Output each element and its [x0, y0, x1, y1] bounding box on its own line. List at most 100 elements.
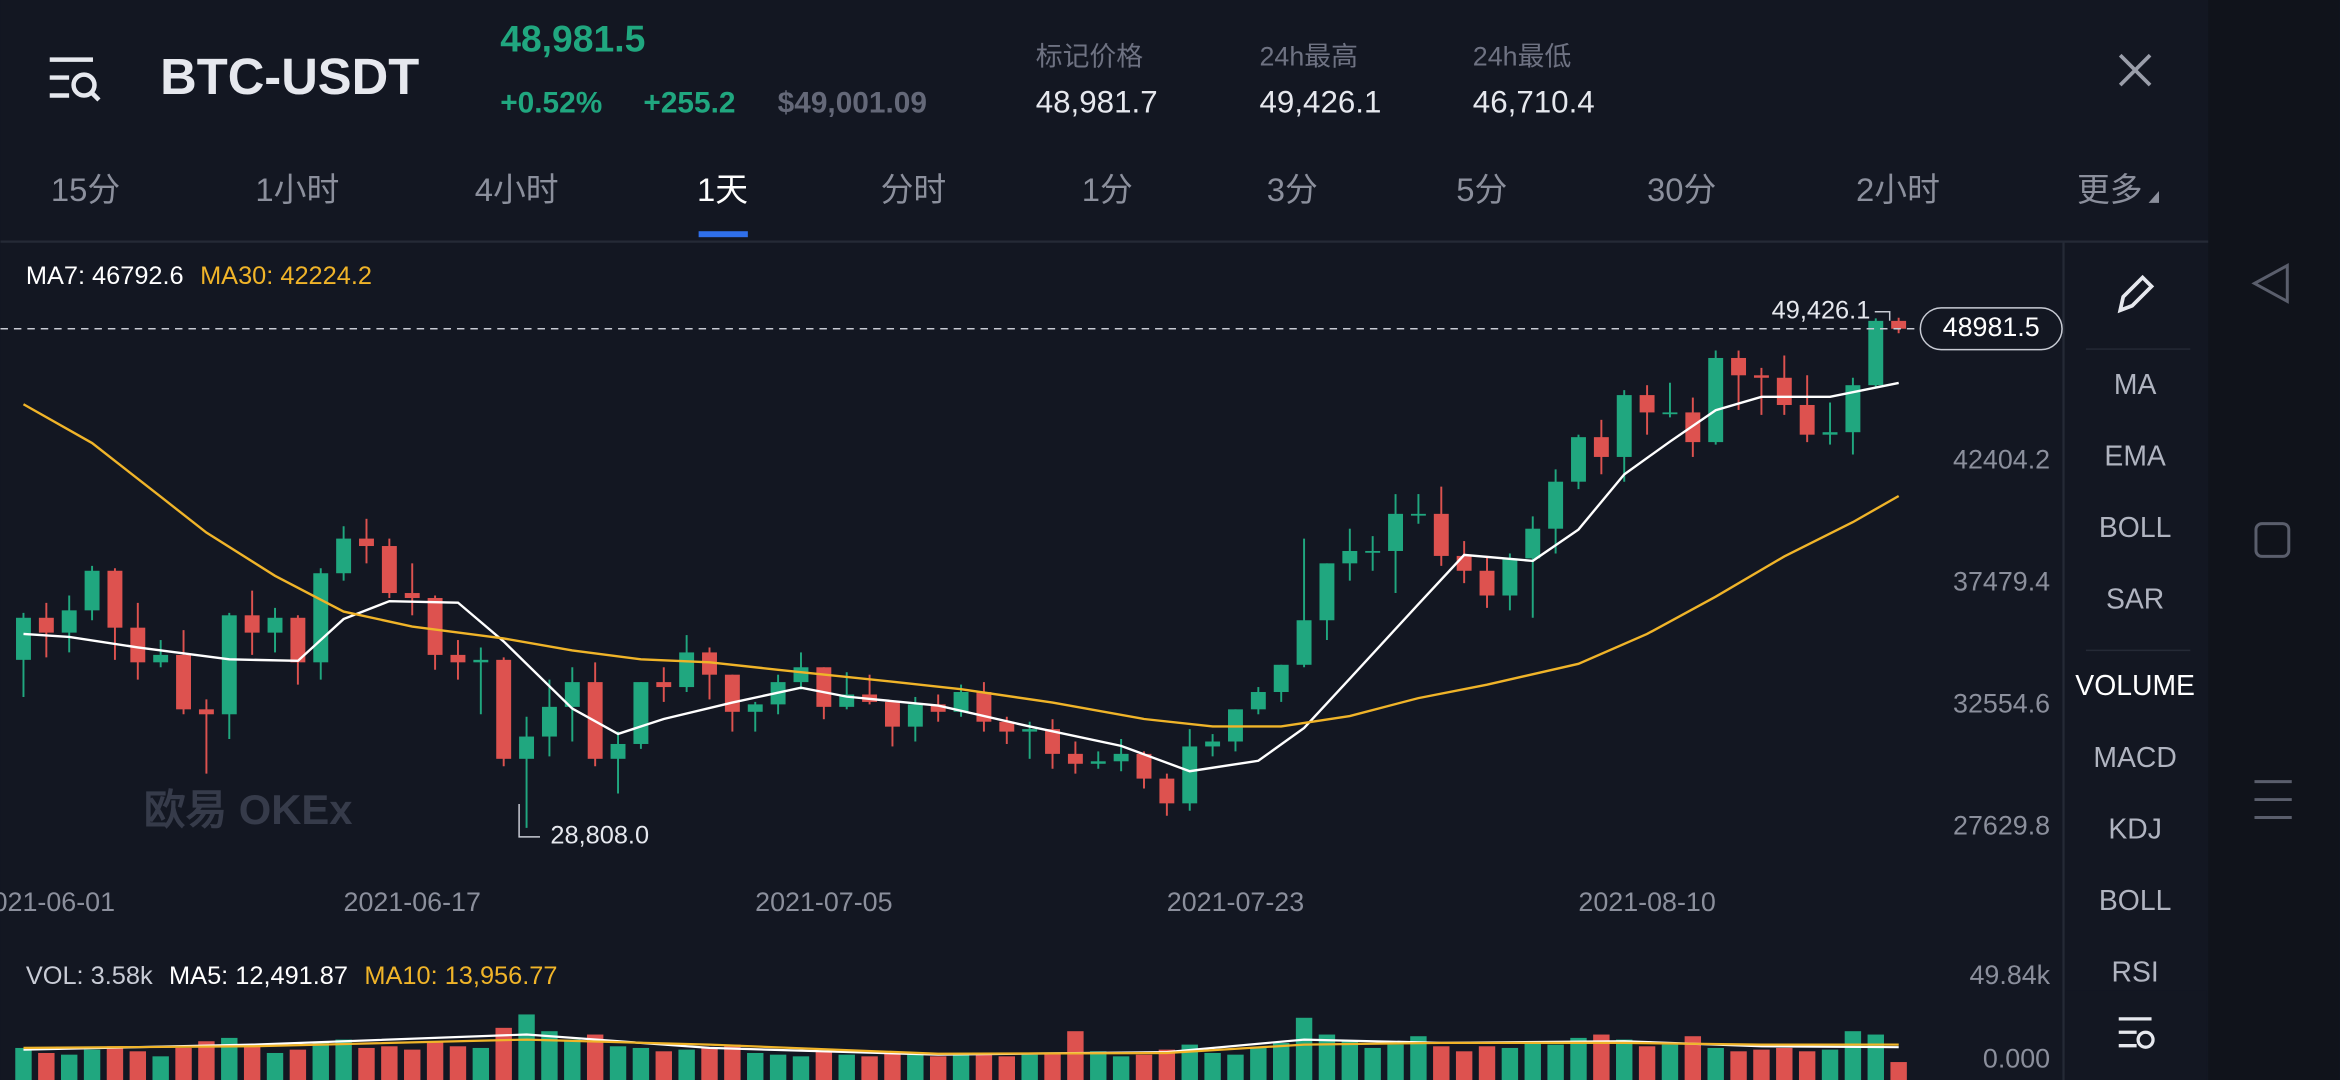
- indicator-option[interactable]: KDJ: [2108, 813, 2162, 845]
- timeframe-tab[interactable]: 15分: [51, 171, 120, 208]
- y-tick-label: 32554.6: [1953, 688, 2050, 718]
- back-button[interactable]: [2251, 263, 2289, 304]
- volume-bar: [1867, 1034, 1884, 1080]
- volume-bar: [1707, 1047, 1724, 1080]
- indicator-option[interactable]: SAR: [2106, 584, 2164, 616]
- volume-bar: [1844, 1031, 1862, 1080]
- candle-body: [793, 667, 809, 683]
- volume-bar: [1433, 1046, 1450, 1080]
- volume-bar: [1890, 1062, 1907, 1080]
- candle-body: [884, 701, 900, 727]
- volume-bar: [975, 1054, 993, 1080]
- volume-bar: [815, 1051, 833, 1080]
- volume-bar: [381, 1046, 398, 1080]
- change-percent: +0.52%: [500, 86, 602, 119]
- timeframe-tab[interactable]: 3分: [1267, 171, 1318, 208]
- candle-body: [61, 610, 77, 633]
- candle-body: [747, 704, 763, 712]
- candle-body: [1868, 320, 1884, 386]
- volume-bar: [564, 1039, 581, 1080]
- last-price-label: 48981.5: [1943, 312, 2040, 342]
- indicator-option[interactable]: MA: [2114, 369, 2157, 401]
- volume-bar: [1204, 1052, 1221, 1080]
- timeframe-tab[interactable]: 1分: [1082, 171, 1133, 208]
- y-tick-label: 37479.4: [1953, 567, 2050, 597]
- timeframe-tab[interactable]: 5分: [1456, 171, 1507, 208]
- candle-body: [1067, 753, 1083, 764]
- close-button[interactable]: [2118, 53, 2152, 87]
- ma-line: [23, 381, 1899, 773]
- volume-bar: [106, 1046, 124, 1080]
- stat-value: 46,710.4: [1473, 85, 1595, 120]
- indicator-option[interactable]: BOLL: [2099, 885, 2171, 917]
- annotation-line: [1874, 311, 1891, 321]
- volume-bar: [1364, 1047, 1381, 1080]
- volume-bar: [747, 1052, 764, 1080]
- home-button[interactable]: [2254, 522, 2291, 558]
- draw-icon[interactable]: [2117, 274, 2155, 314]
- volume-bar: [518, 1014, 535, 1080]
- candle-body: [1662, 412, 1678, 415]
- volume-bar: [83, 1049, 101, 1080]
- volume-bar: [1410, 1036, 1427, 1080]
- legend-entry: MA10: 13,956.77: [364, 962, 557, 990]
- candle-body: [1479, 570, 1495, 596]
- high-annotation: 49,426.1: [1772, 296, 1871, 324]
- sidebar-footer-bg: [2065, 990, 2207, 1080]
- menu-icon[interactable]: [49, 57, 101, 102]
- volume-bar: [1776, 1047, 1793, 1080]
- candle-body: [450, 654, 466, 663]
- annotation-line: [518, 804, 540, 838]
- candle-body: [153, 654, 169, 663]
- menu-button[interactable]: [2254, 780, 2292, 819]
- candle-body: [1776, 377, 1792, 405]
- candle-body: [473, 659, 489, 663]
- indicator-option[interactable]: MACD: [2093, 742, 2176, 774]
- timeframe-tab[interactable]: 分时: [881, 171, 947, 208]
- y-tick-label: 49.84k: [1970, 960, 2051, 990]
- candle-body: [1205, 741, 1221, 747]
- x-tick-label: 2021-07-23: [1167, 887, 1304, 917]
- candle-body: [907, 704, 923, 727]
- symbol[interactable]: BTC-USDT: [160, 48, 419, 105]
- volume-bar: [289, 1049, 307, 1080]
- x-tick-label: 2021-06-17: [344, 887, 481, 917]
- candle-body: [564, 682, 580, 707]
- timeframe-tab[interactable]: 1小时: [255, 171, 339, 208]
- volume-bar: [724, 1044, 741, 1080]
- candle-body: [38, 617, 54, 633]
- candle-body: [359, 538, 374, 547]
- timeframe-tab[interactable]: 30分: [1647, 171, 1716, 208]
- candle-body: [267, 617, 283, 633]
- stat-label: 24h最低: [1473, 41, 1571, 71]
- nav-bar: [2208, 0, 2340, 1080]
- indicator-option[interactable]: VOLUME: [2075, 670, 2195, 702]
- volume-bar: [884, 1052, 901, 1080]
- volume-bar: [449, 1046, 467, 1080]
- indicator-option[interactable]: EMA: [2104, 440, 2165, 472]
- volume-bar: [404, 1049, 421, 1080]
- volume-bar: [1273, 1042, 1290, 1080]
- volume-bar: [1295, 1017, 1313, 1080]
- candle-body: [1159, 778, 1175, 804]
- timeframe-tab[interactable]: 1天: [697, 171, 748, 208]
- settings-icon[interactable]: [2118, 1017, 2155, 1049]
- volume-bar: [358, 1047, 375, 1080]
- timeframe-tab[interactable]: 2小时: [1856, 171, 1940, 208]
- candle-body: [1708, 357, 1724, 443]
- volume-bar: [541, 1031, 558, 1080]
- y-tick-label: 27629.8: [1953, 810, 2050, 840]
- volume-bar: [838, 1054, 855, 1080]
- volume-bar: [335, 1039, 352, 1080]
- timeframe-tab[interactable]: 4小时: [475, 171, 559, 208]
- y-tick-label: 0.000: [1983, 1044, 2050, 1074]
- timeframe-tab[interactable]: 更多: [2077, 171, 2143, 208]
- indicator-option[interactable]: RSI: [2112, 957, 2159, 989]
- volume-bar: [1021, 1054, 1038, 1080]
- volume-bar: [243, 1044, 261, 1080]
- volume-bar: [1341, 1041, 1359, 1080]
- indicator-option[interactable]: BOLL: [2099, 512, 2171, 544]
- volume-bar: [1547, 1044, 1564, 1080]
- candle-body: [107, 570, 123, 628]
- candle-body: [1845, 385, 1861, 433]
